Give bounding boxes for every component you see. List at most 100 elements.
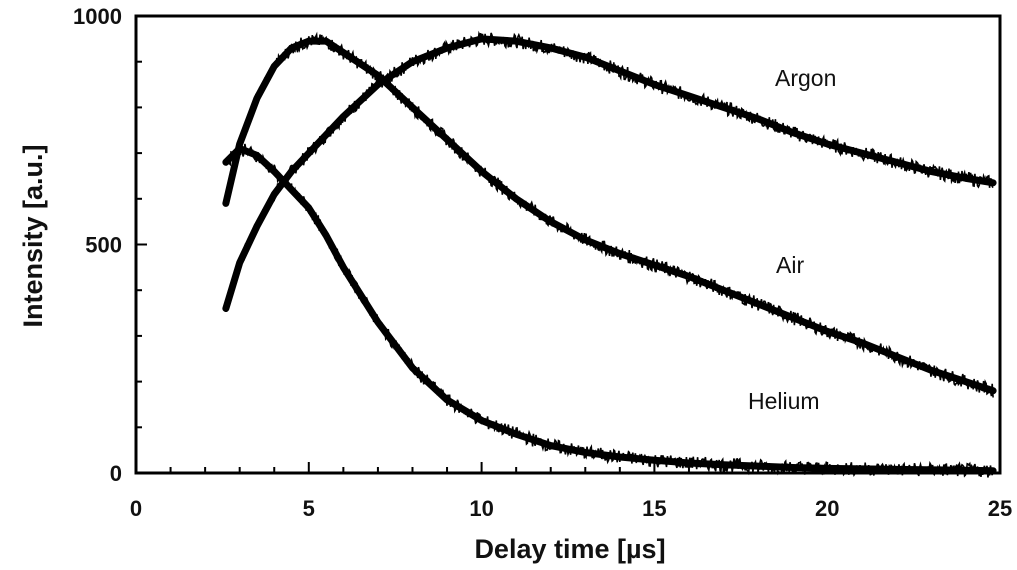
x-tick-label: 0	[130, 496, 142, 521]
data-point	[548, 45, 554, 51]
data-point	[340, 50, 346, 56]
data-point	[409, 365, 415, 371]
data-point	[790, 465, 796, 471]
data-point	[271, 168, 277, 174]
data-point	[651, 82, 657, 88]
data-point	[375, 82, 381, 88]
data-point	[223, 305, 229, 311]
series-lines	[222, 30, 997, 478]
y-tick-label: 0	[110, 461, 122, 486]
axis-ticks	[136, 60, 967, 473]
x-tick-labels: 0 5 10 15 20 25	[130, 496, 1012, 521]
y-tick-label: 1000	[73, 4, 122, 29]
data-point	[223, 200, 229, 206]
data-point	[721, 104, 727, 110]
data-point	[721, 287, 727, 293]
series-air	[222, 31, 997, 398]
x-tick-label: 10	[469, 496, 493, 521]
data-point	[928, 168, 934, 174]
data-point	[271, 63, 277, 69]
data-point	[409, 104, 415, 110]
data-point	[375, 319, 381, 325]
data-point	[223, 159, 229, 165]
data-point	[306, 205, 312, 211]
data-point	[254, 95, 260, 101]
series-noise	[225, 31, 994, 398]
series-noise	[225, 30, 994, 309]
data-point	[893, 159, 899, 165]
series-label-air: Air	[776, 252, 804, 278]
data-point	[962, 175, 968, 181]
data-point	[444, 136, 450, 142]
data-point	[340, 114, 346, 120]
data-point	[582, 449, 588, 455]
data-point	[237, 146, 243, 152]
data-point	[513, 431, 519, 437]
data-point	[444, 45, 450, 51]
data-point	[686, 460, 692, 466]
series-noise	[225, 143, 994, 478]
data-point	[962, 467, 968, 473]
series-label-helium: Helium	[748, 388, 820, 414]
data-point	[686, 93, 692, 99]
data-point	[479, 36, 485, 42]
y-axis-title: Intensity [a.u.]	[18, 144, 48, 327]
series-line	[222, 145, 997, 475]
x-axis-title: Delay time [µs]	[474, 534, 665, 564]
data-point	[375, 72, 381, 78]
x-tick-label: 25	[988, 496, 1012, 521]
data-point	[990, 180, 996, 186]
data-point	[513, 38, 519, 44]
data-point	[790, 130, 796, 136]
data-point	[990, 388, 996, 394]
data-point	[755, 301, 761, 307]
data-point	[617, 454, 623, 460]
data-point	[617, 251, 623, 257]
data-point	[824, 141, 830, 147]
data-point	[824, 328, 830, 334]
series-line	[222, 37, 997, 395]
data-point	[479, 168, 485, 174]
data-point	[824, 465, 830, 471]
data-point	[271, 191, 277, 197]
data-point	[548, 443, 554, 449]
x-tick-label: 15	[642, 496, 666, 521]
data-point	[582, 54, 588, 60]
data-point	[479, 417, 485, 423]
data-point	[323, 38, 329, 44]
data-point	[254, 152, 260, 158]
data-point	[444, 397, 450, 403]
data-point	[340, 264, 346, 270]
data-point	[651, 457, 657, 463]
series-argon	[222, 30, 997, 312]
data-point	[790, 315, 796, 321]
series-helium	[222, 143, 997, 478]
data-point	[928, 367, 934, 373]
data-point	[306, 150, 312, 156]
data-point	[289, 45, 295, 51]
data-point	[990, 468, 996, 474]
data-point	[686, 273, 692, 279]
data-point	[289, 168, 295, 174]
data-point	[651, 262, 657, 268]
data-point	[859, 340, 865, 346]
data-point	[893, 353, 899, 359]
data-point	[962, 379, 968, 385]
data-point	[893, 466, 899, 472]
data-point	[237, 260, 243, 266]
data-point	[721, 462, 727, 468]
data-point	[513, 196, 519, 202]
data-point	[289, 187, 295, 193]
y-tick-labels: 0 500 1000	[73, 4, 122, 486]
data-point	[409, 59, 415, 65]
data-point	[755, 116, 761, 122]
data-point	[306, 38, 312, 44]
data-point	[548, 219, 554, 225]
x-tick-label: 5	[303, 496, 315, 521]
data-point	[323, 232, 329, 238]
series-label-argon: Argon	[775, 65, 836, 91]
data-point	[582, 237, 588, 243]
data-point	[617, 68, 623, 74]
x-tick-label: 20	[815, 496, 839, 521]
